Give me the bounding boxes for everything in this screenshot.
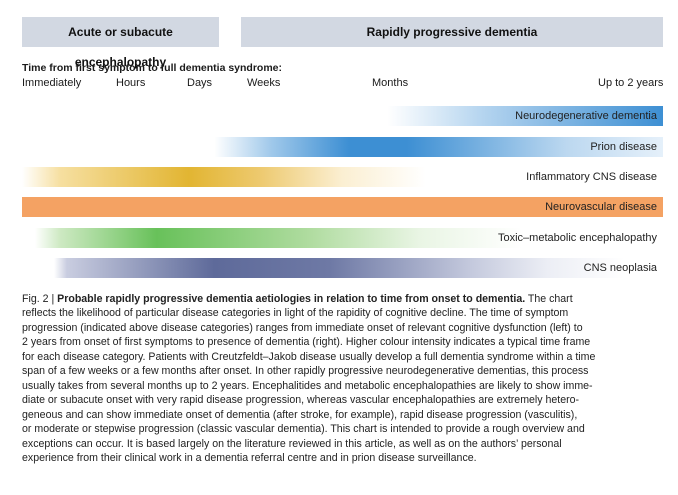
bar-inflammatory-cns-disease: Inflammatory CNS disease — [22, 167, 663, 187]
header-rapid-label: Rapidly progressive dementia — [366, 25, 538, 39]
timeline-title: Time from first symptom to full dementia… — [22, 62, 283, 74]
caption-line: experience from their clinical work in a… — [22, 451, 477, 464]
tick-weeks: Weeks — [247, 77, 281, 89]
bar-label-neurovascular: Neurovascular disease — [545, 201, 657, 213]
bar-label-toxic-metabolic: Toxic–metabolic encephalopathy — [498, 232, 657, 244]
bar-toxic-metabolic-encephalopathy: Toxic–metabolic encephalopathy — [22, 228, 663, 248]
bar-prion-disease: Prion disease — [22, 137, 663, 157]
caption-line: reflects the likelihood of particular di… — [22, 307, 569, 320]
header-acute-label: Acute or subacute encephalopathy — [68, 25, 173, 69]
caption-line: for each disease category. Patients with… — [22, 350, 596, 363]
caption-figure-label: Fig. 2 | — [22, 293, 55, 305]
bar-cns-neoplasia: CNS neoplasia — [22, 258, 663, 278]
caption-line: The chart — [525, 293, 573, 305]
caption-line: 2 years from onset of first symptoms to … — [22, 336, 591, 349]
bar-label-cns-neoplasia: CNS neoplasia — [583, 262, 657, 274]
bar-label-inflammatory: Inflammatory CNS disease — [526, 171, 657, 183]
tick-days: Days — [187, 77, 213, 89]
caption-line: span of a few weeks or a few months afte… — [22, 365, 589, 378]
caption-line: progression (indicated above disease cat… — [22, 321, 583, 334]
tick-months: Months — [372, 77, 409, 89]
bar-neurovascular-disease: Neurovascular disease — [22, 197, 663, 217]
header-acute-subacute: Acute or subacute encephalopathy — [22, 17, 219, 69]
caption-line: diate or subacute onset with very rapid … — [22, 394, 580, 407]
caption-line: usually takes from several months up to … — [22, 379, 593, 392]
caption-title: Probable rapidly progressive dementia ae… — [57, 293, 526, 305]
tick-up-to-2-years: Up to 2 years — [598, 77, 664, 89]
header-rapidly-progressive: Rapidly progressive dementia — [241, 17, 663, 47]
figure-caption: Fig. 2 | Probable rapidly progressive de… — [22, 292, 664, 465]
tick-hours: Hours — [116, 77, 146, 89]
caption-line: exceptions can occur. It is based largel… — [22, 437, 562, 450]
tick-immediately: Immediately — [22, 77, 82, 89]
bar-label-prion: Prion disease — [590, 141, 657, 153]
bar-label-neurodegenerative: Neurodegenerative dementia — [515, 110, 657, 122]
bar-neurodegenerative-dementia: Neurodegenerative dementia — [22, 106, 663, 126]
caption-line: or moderate or stepwise progression (cla… — [22, 423, 585, 436]
caption-line: geneous and can show immediate onset of … — [22, 408, 578, 421]
